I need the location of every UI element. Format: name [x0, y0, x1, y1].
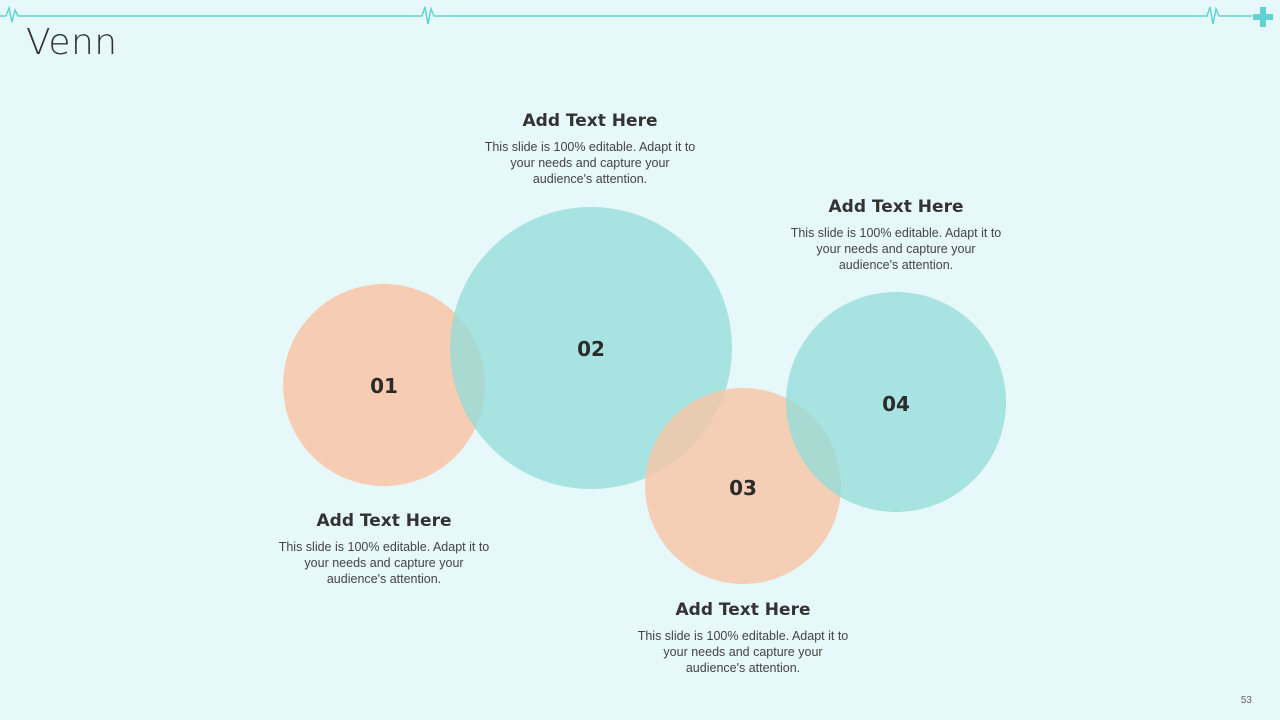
text-block-02: Add Text Here This slide is 100% editabl… [475, 111, 705, 187]
venn-circle-01 [283, 284, 485, 486]
text-block-01: Add Text Here This slide is 100% editabl… [269, 511, 499, 587]
text-block-04: Add Text Here This slide is 100% editabl… [781, 197, 1011, 273]
text-block-heading: Add Text Here [316, 511, 452, 531]
text-block-heading: Add Text Here [522, 111, 658, 131]
circle-label-02: 02 [577, 337, 605, 361]
circle-label-03: 03 [729, 476, 757, 500]
text-block-heading: Add Text Here [675, 600, 811, 620]
text-block-body: This slide is 100% editable. Adapt it to… [484, 140, 696, 186]
venn-circle-04 [786, 292, 1006, 512]
text-block-body: This slide is 100% editable. Adapt it to… [278, 540, 490, 586]
venn-circle-02 [450, 207, 732, 489]
text-block-body: This slide is 100% editable. Adapt it to… [637, 629, 849, 675]
plus-icon [1253, 7, 1273, 27]
page-number: 53 [1240, 695, 1252, 706]
text-block-body: This slide is 100% editable. Adapt it to… [790, 226, 1002, 272]
circle-label-04: 04 [882, 392, 910, 416]
text-block-heading: Add Text Here [828, 197, 964, 217]
text-block-03: Add Text Here This slide is 100% editabl… [628, 600, 858, 676]
slide-title: Venn [26, 22, 118, 63]
header-heartbeat-line [0, 5, 1273, 27]
circle-label-01: 01 [370, 374, 398, 398]
